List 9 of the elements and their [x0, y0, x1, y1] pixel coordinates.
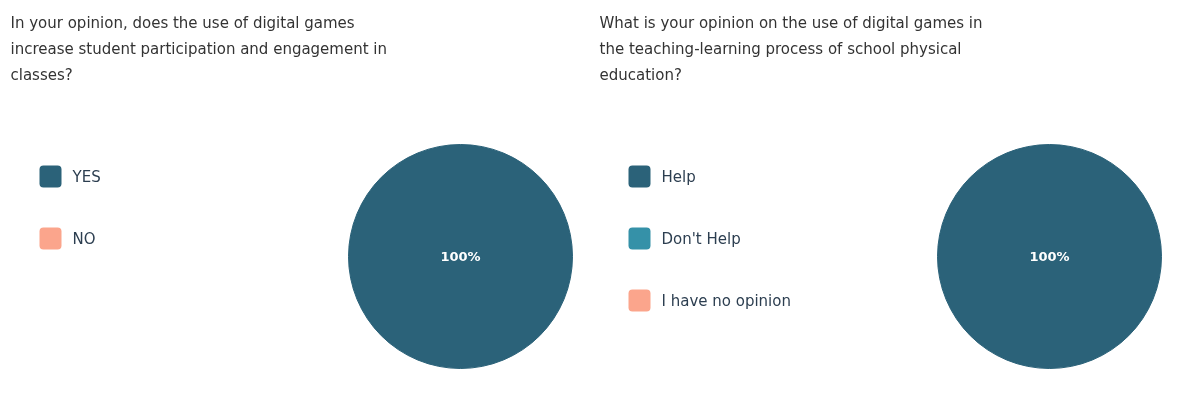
data-label: 100% — [1029, 249, 1070, 264]
legend-label: I have no opinion — [661, 291, 791, 310]
chart-title: In your opinion, does the use of digital games increase student participation and engagement in classes? — [10, 13, 388, 84]
legend-label: NO — [72, 229, 96, 248]
data-label: 100% — [440, 249, 481, 264]
legend-label: Don't Help — [661, 229, 741, 248]
legend-label: YES — [71, 167, 101, 186]
chart-title: What is your opinion on the use of digital games in the teaching-learning process of school physical education? — [599, 13, 983, 84]
legend-label: Help — [661, 167, 696, 186]
